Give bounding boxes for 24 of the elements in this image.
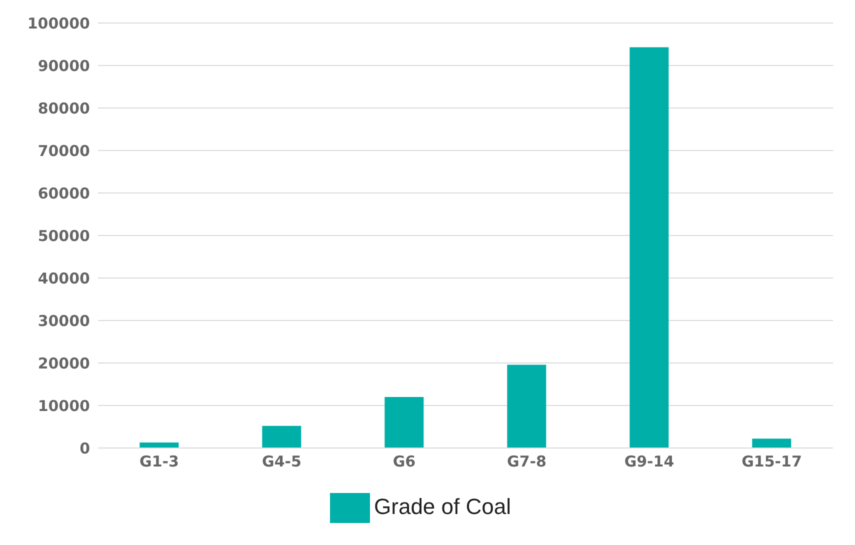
- y-tick-label: 20000: [38, 354, 90, 372]
- bar: [384, 397, 424, 448]
- y-tick-label: 100000: [27, 14, 90, 32]
- bar: [140, 442, 179, 448]
- y-tick-label: 10000: [38, 396, 90, 415]
- x-tick-label: G9-14: [624, 452, 674, 471]
- y-tick-label: 30000: [38, 312, 90, 330]
- y-tick-label: 80000: [38, 99, 90, 118]
- legend-label: Grade of Coal: [374, 494, 511, 519]
- y-tick-label: 70000: [38, 142, 90, 160]
- y-tick-label: 50000: [38, 226, 90, 245]
- bar: [752, 438, 792, 448]
- x-tick-label: G4-5: [262, 452, 302, 471]
- bar: [630, 47, 669, 448]
- y-tick-label: 90000: [38, 56, 90, 75]
- x-tick-label: G6: [392, 452, 416, 471]
- y-tick-label: 0: [80, 439, 90, 458]
- bar: [507, 364, 546, 448]
- x-tick-label: G1-3: [140, 452, 179, 471]
- x-tick-label: G15-17: [742, 452, 802, 471]
- x-tick-label: G7-8: [507, 452, 546, 471]
- y-tick-label: 60000: [38, 184, 90, 202]
- y-tick-label: 40000: [38, 269, 90, 288]
- bar: [262, 426, 302, 448]
